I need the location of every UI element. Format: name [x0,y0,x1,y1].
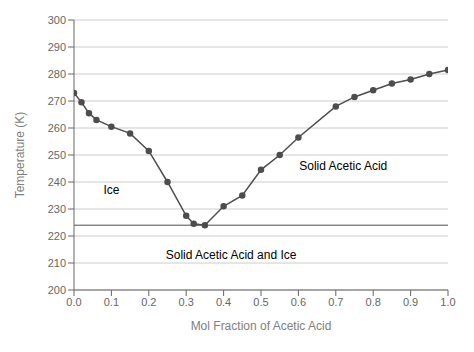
svg-text:290: 290 [48,41,66,53]
svg-text:Temperature (K): Temperature (K) [13,112,27,199]
svg-text:0.4: 0.4 [216,296,231,308]
svg-text:Solid Acetic Acid: Solid Acetic Acid [299,159,387,173]
svg-text:1.0: 1.0 [440,296,455,308]
svg-text:220: 220 [48,230,66,242]
svg-text:Solid Acetic Acid and Ice: Solid Acetic Acid and Ice [166,248,297,262]
svg-text:240: 240 [48,176,66,188]
svg-text:210: 210 [48,257,66,269]
svg-text:Mol Fraction of Acetic Acid: Mol Fraction of Acetic Acid [191,319,332,333]
svg-text:280: 280 [48,68,66,80]
svg-text:0.7: 0.7 [328,296,343,308]
svg-text:250: 250 [48,149,66,161]
svg-text:300: 300 [48,14,66,26]
svg-text:0.1: 0.1 [104,296,119,308]
svg-text:0.3: 0.3 [179,296,194,308]
svg-text:0.6: 0.6 [291,296,306,308]
svg-text:0.2: 0.2 [141,296,156,308]
svg-text:0.0: 0.0 [66,296,81,308]
svg-text:0.8: 0.8 [366,296,381,308]
svg-text:0.9: 0.9 [403,296,418,308]
svg-text:230: 230 [48,203,66,215]
svg-text:Ice: Ice [103,183,119,197]
svg-text:0.5: 0.5 [253,296,268,308]
svg-text:200: 200 [48,284,66,296]
svg-text:260: 260 [48,122,66,134]
svg-text:270: 270 [48,95,66,107]
